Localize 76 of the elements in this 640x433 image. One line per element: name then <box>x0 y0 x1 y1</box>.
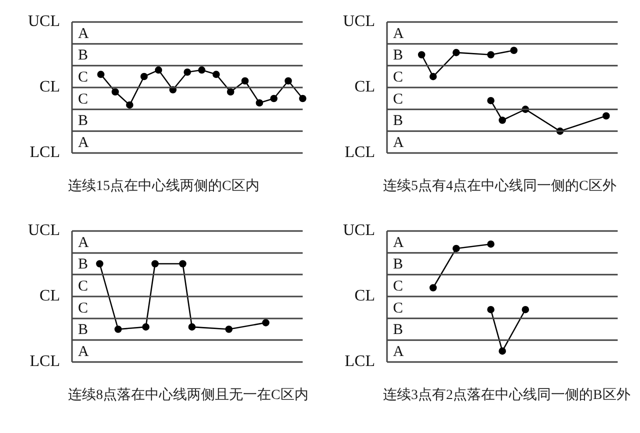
point <box>256 99 264 107</box>
annotation: A <box>393 234 404 251</box>
ref-line-label: LCL <box>344 353 375 370</box>
point <box>96 260 104 268</box>
point <box>299 94 306 102</box>
annotation: C <box>393 300 404 316</box>
ref-line-label: CL <box>40 288 60 305</box>
point <box>487 96 494 104</box>
point <box>522 306 530 314</box>
annotation: C <box>78 70 88 86</box>
point <box>487 51 494 58</box>
annotation: B <box>78 322 88 338</box>
point <box>487 306 494 314</box>
annotation: C <box>78 278 88 294</box>
annotation: C <box>393 70 404 86</box>
point <box>226 88 234 96</box>
ref-line-label: LCL <box>30 144 60 162</box>
point <box>284 77 292 85</box>
annotation: B <box>393 113 404 130</box>
annotation: B <box>393 322 404 338</box>
text: A <box>393 135 404 152</box>
text: A <box>78 234 89 251</box>
annotation: B <box>393 48 404 64</box>
ref-line-label: CL <box>40 78 60 96</box>
point <box>487 240 494 248</box>
ref-line-label: UCL <box>28 13 60 30</box>
ref-line-label: UCL <box>28 222 60 240</box>
text: B <box>78 113 88 130</box>
text: 连续5点有4点在中心线同一侧的C区外 <box>382 177 618 195</box>
annotation: C <box>78 91 88 108</box>
point <box>225 326 233 333</box>
ref-line-label: UCL <box>343 222 375 240</box>
text: 连续15点在中心线两侧的C区内 <box>67 177 260 195</box>
ref-line-label: LCL <box>30 353 60 370</box>
annotation: C <box>393 278 404 295</box>
annotation: C <box>78 300 88 316</box>
text: 连续8点落在中心线两侧且无一在C区内 <box>67 386 310 404</box>
point <box>151 260 159 268</box>
point <box>184 68 191 76</box>
point <box>126 101 134 109</box>
point <box>188 323 196 331</box>
point <box>418 51 426 58</box>
text: A <box>78 344 89 360</box>
point <box>429 284 437 292</box>
point <box>179 260 186 268</box>
point <box>97 70 104 78</box>
point <box>241 77 249 85</box>
point <box>262 319 270 326</box>
point <box>602 112 610 120</box>
annotation: B <box>393 256 404 273</box>
ref-line-label: CL <box>354 78 375 96</box>
annotation: C <box>393 91 404 108</box>
annotation: A <box>393 344 404 360</box>
text: A <box>78 26 89 42</box>
point <box>498 116 506 124</box>
point <box>198 66 206 74</box>
ref-line-label: CL <box>354 288 375 305</box>
ref-line-label: UCL <box>343 13 375 30</box>
point <box>270 94 278 102</box>
point <box>429 72 437 80</box>
point <box>452 48 460 56</box>
text: B <box>78 48 88 64</box>
point <box>112 88 119 96</box>
point <box>142 323 150 331</box>
annotation: B <box>78 256 88 273</box>
point <box>212 70 220 78</box>
point <box>140 72 148 80</box>
point <box>452 244 460 252</box>
point <box>114 326 122 333</box>
text: A <box>393 26 404 42</box>
text: A <box>78 135 89 152</box>
point <box>510 46 518 54</box>
point <box>498 347 506 355</box>
ref-line-label: LCL <box>344 144 375 162</box>
text: 连续3点有2点落在中心线同一侧的B区外 <box>382 386 632 404</box>
point <box>154 66 162 74</box>
